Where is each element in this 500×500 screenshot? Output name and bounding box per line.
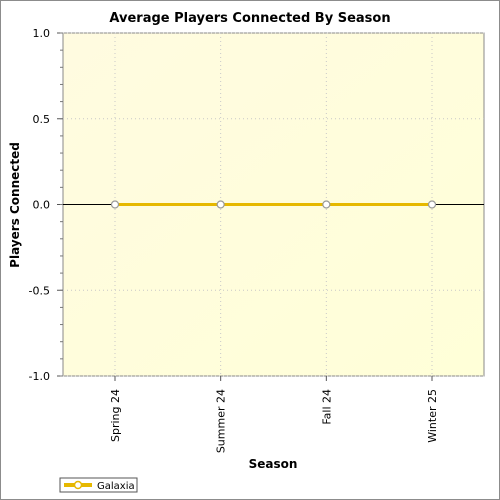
legend: Galaxia [59, 477, 138, 493]
data-point [427, 200, 437, 209]
y-tick-label: 0.5 [33, 113, 51, 126]
y-tick-label: -1.0 [29, 370, 50, 383]
y-axis-label: Players Connected [8, 142, 22, 268]
data-point [110, 200, 120, 209]
x-tick-label: Fall 24 [320, 389, 333, 425]
x-axis: Spring 24 Summer 24 Fall 24 Winter 25 [109, 376, 439, 453]
y-tick-label: 1.0 [33, 27, 51, 40]
x-tick-label: Summer 24 [215, 389, 228, 453]
x-axis-label: Season [249, 457, 298, 471]
y-tick-label: -0.5 [29, 284, 50, 297]
data-point [216, 200, 225, 209]
y-axis: 1.0 0.5 0.0 -0.5 -1.0 [29, 27, 63, 383]
legend-swatch-marker [73, 480, 83, 490]
series-layer [110, 200, 437, 209]
chart-title: Average Players Connected By Season [109, 11, 390, 26]
x-tick-label: Winter 25 [426, 389, 439, 443]
x-tick-label: Spring 24 [109, 389, 122, 442]
data-point [322, 200, 331, 209]
legend-label: Galaxia [97, 481, 135, 492]
y-tick-label: 0.0 [33, 199, 51, 212]
